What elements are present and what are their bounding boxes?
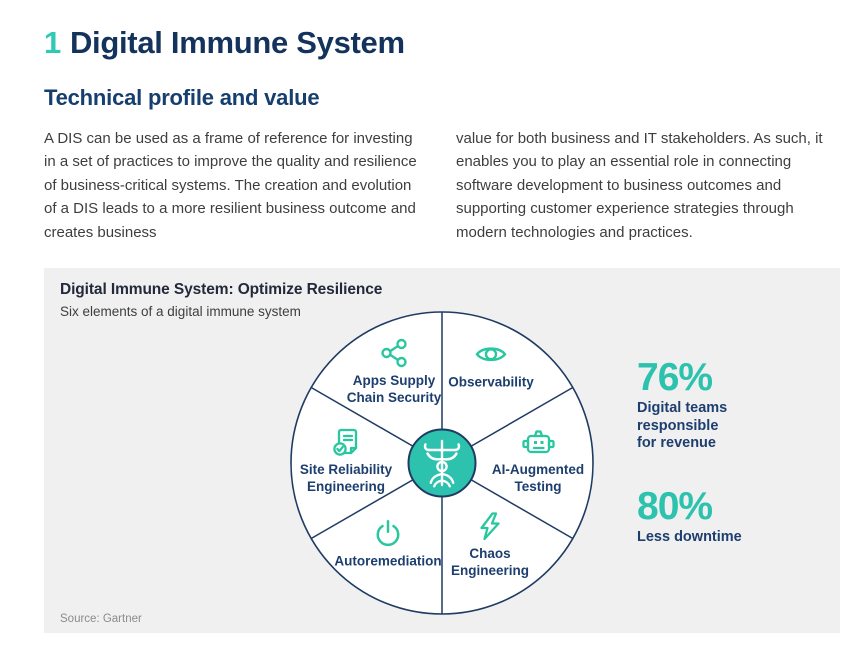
sector-apps-supply-chain-security: Apps Supply Chain Security (324, 336, 464, 406)
sector-chaos-engineering: Chaos Engineering (420, 509, 560, 579)
sector-observability: Observability (421, 337, 561, 391)
sector-label: Site Reliability Engineering (299, 462, 393, 494)
page-title: 1 Digital Immune System (44, 26, 840, 59)
stat-label: Less downtime (637, 528, 742, 545)
subsection-title: Technical profile and value (44, 85, 320, 110)
figure-stats: 76% Digital teams responsible for revenu… (637, 356, 787, 547)
sector-label: Autoremediation (334, 553, 442, 569)
document-check-icon (329, 425, 363, 459)
body-column-right: value for both business and IT stakehold… (456, 130, 823, 241)
figure-panel: Digital Immune System: Optimize Resilien… (44, 268, 840, 634)
power-icon (371, 516, 405, 550)
share-nodes-icon (377, 336, 411, 370)
section-number: 1 (44, 25, 61, 60)
sector-autoremediation: Autoremediation (318, 516, 458, 570)
sector-label: Chaos Engineering (450, 546, 529, 578)
caduceus-icon (423, 439, 461, 488)
stat-label: Digital teams responsible for revenue (637, 400, 728, 452)
lightning-icon (473, 509, 507, 543)
figure-title: Digital Immune System: Optimize Resilien… (60, 281, 383, 299)
section-title-text: Digital Immune System (69, 25, 405, 60)
sector-label: Apps Supply Chain Security (346, 373, 442, 405)
stat-value: 76% (637, 356, 713, 400)
body-column-left: A DIS can be used as a frame of referenc… (44, 130, 417, 241)
stat-revenue: 76% Digital teams responsible for revenu… (637, 356, 787, 453)
sector-ai-augmented-testing: AI-Augmented Testing (468, 425, 608, 495)
sector-label: AI-Augmented Testing (491, 462, 585, 494)
eye-icon (474, 337, 508, 371)
robot-icon (520, 425, 556, 459)
stat-downtime: 80% Less downtime (637, 484, 787, 547)
body-text: A DIS can be used as a frame of referenc… (44, 127, 840, 244)
sector-label: Observability (448, 374, 534, 390)
wheel-diagram (290, 311, 594, 615)
stat-value: 80% (637, 484, 713, 528)
figure-source: Source: Gartner (60, 613, 142, 626)
sector-site-reliability-engineering: Site Reliability Engineering (276, 425, 416, 495)
figure-subtitle: Six elements of a digital immune system (60, 304, 301, 320)
